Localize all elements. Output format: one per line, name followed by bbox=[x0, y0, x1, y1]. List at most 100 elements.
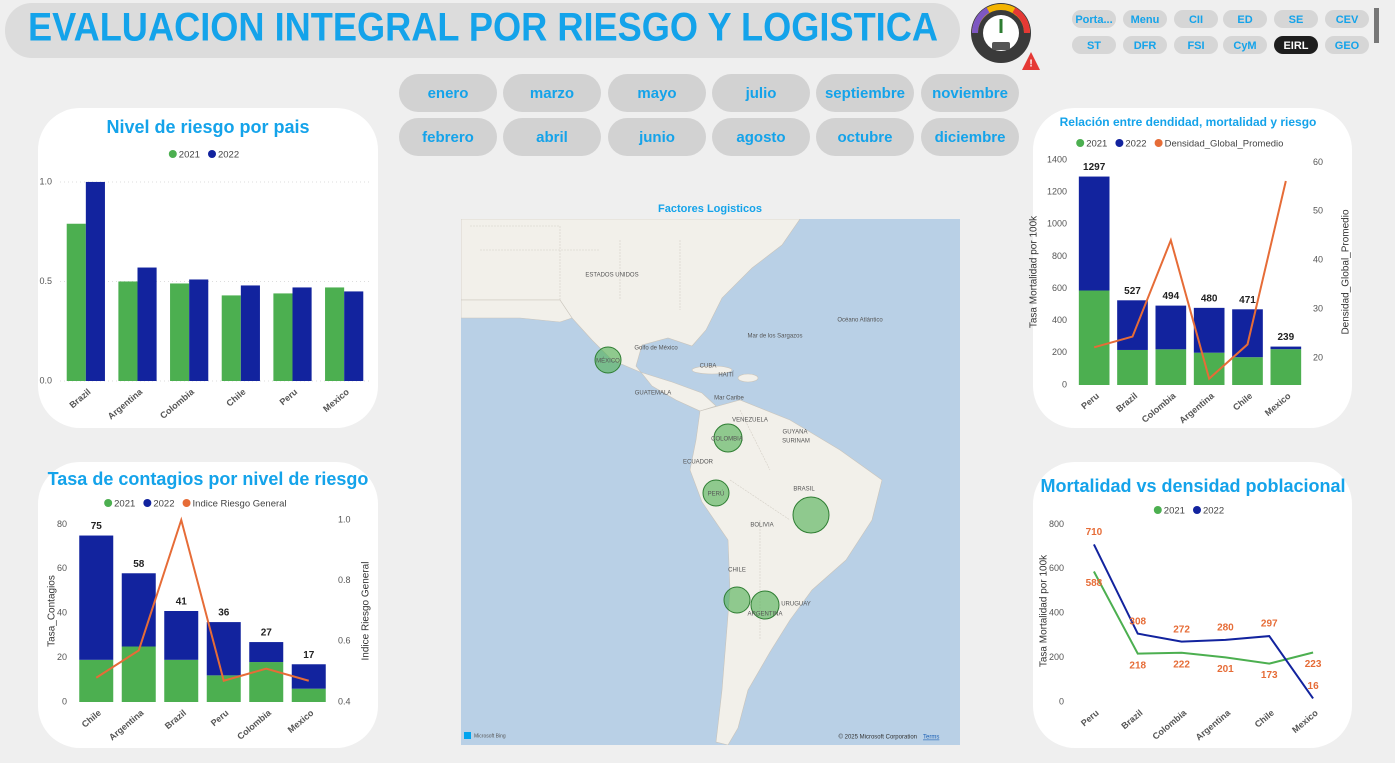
map-label: GUYANA bbox=[783, 430, 808, 436]
nav-button-label: ST bbox=[1087, 40, 1101, 52]
y-tick-label: 800 bbox=[1049, 519, 1064, 529]
nav-button-label: SE bbox=[1289, 14, 1304, 26]
y-tick-label: 400 bbox=[1052, 315, 1067, 325]
total-label: 480 bbox=[1201, 293, 1218, 304]
month-button-bg bbox=[503, 118, 601, 156]
chart-title: Tasa de contagios por nivel de riesgo bbox=[48, 469, 369, 489]
nav-button-label: CEV bbox=[1336, 14, 1359, 26]
nav-button-bg bbox=[1072, 10, 1116, 28]
y-tick-label: 0 bbox=[1062, 379, 1067, 389]
bar-segment bbox=[121, 573, 156, 647]
nav-button[interactable]: FSI bbox=[1174, 36, 1218, 54]
month-button-bg bbox=[503, 74, 601, 112]
map-label: ESTADOS UNIDOS bbox=[585, 273, 638, 279]
nav-button-bg bbox=[1274, 36, 1318, 54]
month-button-label: junio bbox=[638, 129, 675, 146]
month-button-bg bbox=[712, 74, 810, 112]
data-label: 223 bbox=[1305, 659, 1322, 670]
y-tick-label: 200 bbox=[1049, 652, 1064, 662]
map-label: BOLIVIA bbox=[750, 523, 773, 529]
nav-button[interactable]: ST bbox=[1072, 36, 1116, 54]
nav-button-bg bbox=[1072, 36, 1116, 54]
bar bbox=[189, 279, 209, 381]
month-button-bg bbox=[921, 74, 1019, 112]
bar-segment bbox=[206, 622, 241, 676]
month-button[interactable]: abril bbox=[503, 118, 601, 156]
month-button-bg bbox=[712, 118, 810, 156]
month-button[interactable]: septiembre bbox=[816, 74, 914, 112]
total-label: 239 bbox=[1277, 332, 1294, 343]
month-button[interactable]: agosto bbox=[712, 118, 810, 156]
nav-button[interactable]: Porta... bbox=[1072, 10, 1116, 28]
month-button-label: abril bbox=[536, 129, 568, 146]
month-button-label: noviembre bbox=[932, 85, 1008, 102]
month-button[interactable]: julio bbox=[712, 74, 810, 112]
nav-button[interactable]: CyM bbox=[1223, 36, 1267, 54]
nav-button-bg bbox=[1123, 36, 1167, 54]
map-terms[interactable]: Terms bbox=[923, 735, 939, 741]
total-label: 527 bbox=[1124, 286, 1141, 297]
nav-button-bg bbox=[1274, 10, 1318, 28]
data-label: 710 bbox=[1086, 527, 1103, 538]
month-button[interactable]: octubre bbox=[816, 118, 914, 156]
nav-button[interactable]: ED bbox=[1223, 10, 1267, 28]
gauge-icon: ! bbox=[971, 3, 1040, 70]
nav-button-label: FSI bbox=[1187, 40, 1204, 52]
map-label: Océano Atlántico bbox=[837, 318, 883, 324]
bar bbox=[325, 287, 345, 381]
legend-label: 2022 bbox=[1125, 139, 1146, 150]
map[interactable]: ESTADOS UNIDOS Golfo de México Océano Atlá… bbox=[461, 219, 960, 745]
total-label: 75 bbox=[91, 521, 103, 532]
nav-button[interactable]: EIRL bbox=[1274, 36, 1318, 54]
legend-marker bbox=[168, 150, 177, 158]
month-button[interactable]: noviembre bbox=[921, 74, 1019, 112]
nav-button-bg bbox=[1174, 36, 1218, 54]
month-button[interactable]: diciembre bbox=[921, 118, 1019, 156]
month-button[interactable]: mayo bbox=[608, 74, 706, 112]
month-button[interactable]: marzo bbox=[503, 74, 601, 112]
month-button[interactable]: enero bbox=[399, 74, 497, 112]
nav-button[interactable]: CII bbox=[1174, 10, 1218, 28]
map-label: MÉXICO bbox=[596, 358, 620, 365]
month-button-bg bbox=[921, 118, 1019, 156]
nav-button[interactable]: CEV bbox=[1325, 10, 1369, 28]
nav-button-label: DFR bbox=[1134, 40, 1157, 52]
nav-button-bg bbox=[1325, 10, 1369, 28]
month-button[interactable]: junio bbox=[608, 118, 706, 156]
total-label: 27 bbox=[261, 628, 273, 639]
y-axis-title: Tasa Mortalidad por 100k bbox=[1029, 215, 1040, 328]
y-tick-label: 600 bbox=[1052, 283, 1067, 293]
legend-label: Densidad_Global_Promedio bbox=[1165, 139, 1284, 150]
legend-marker bbox=[1193, 506, 1201, 514]
nav-button[interactable]: Menu bbox=[1123, 10, 1167, 28]
y-tick-label: 40 bbox=[57, 608, 67, 618]
total-label: 58 bbox=[133, 559, 145, 570]
month-button[interactable]: febrero bbox=[399, 118, 497, 156]
bar-segment bbox=[1078, 176, 1110, 291]
title-bar bbox=[5, 3, 960, 58]
line bbox=[1093, 571, 1314, 665]
line bbox=[1093, 543, 1314, 700]
nav-button[interactable]: DFR bbox=[1123, 36, 1167, 54]
month-button-label: febrero bbox=[422, 129, 474, 146]
y-tick-label: 1.0 bbox=[39, 176, 52, 186]
nav-button[interactable]: GEO bbox=[1325, 36, 1369, 54]
nav-button[interactable]: SE bbox=[1274, 10, 1318, 28]
y2-tick-label: 40 bbox=[1313, 255, 1323, 265]
map-title: Factores Logisticos bbox=[658, 203, 762, 215]
map-label: CHILE bbox=[728, 568, 746, 574]
data-label: 218 bbox=[1129, 660, 1146, 671]
legend-label: 2022 bbox=[1203, 506, 1224, 517]
bar-segment bbox=[1232, 309, 1263, 358]
legend-label: 2021 bbox=[1164, 506, 1185, 517]
bar bbox=[66, 223, 86, 381]
month-button-label: octubre bbox=[837, 129, 892, 146]
month-button-bg bbox=[399, 74, 497, 112]
scrollbar[interactable] bbox=[1374, 8, 1379, 43]
map-attribution: © 2025 Microsoft Corporation bbox=[839, 734, 917, 741]
y2-tick-label: 0.8 bbox=[338, 575, 351, 585]
map-label: SURINAM bbox=[782, 439, 810, 445]
chart-title: Nivel de riesgo por pais bbox=[106, 117, 309, 137]
y-tick-label: 0.5 bbox=[39, 276, 52, 286]
bar bbox=[137, 267, 157, 381]
